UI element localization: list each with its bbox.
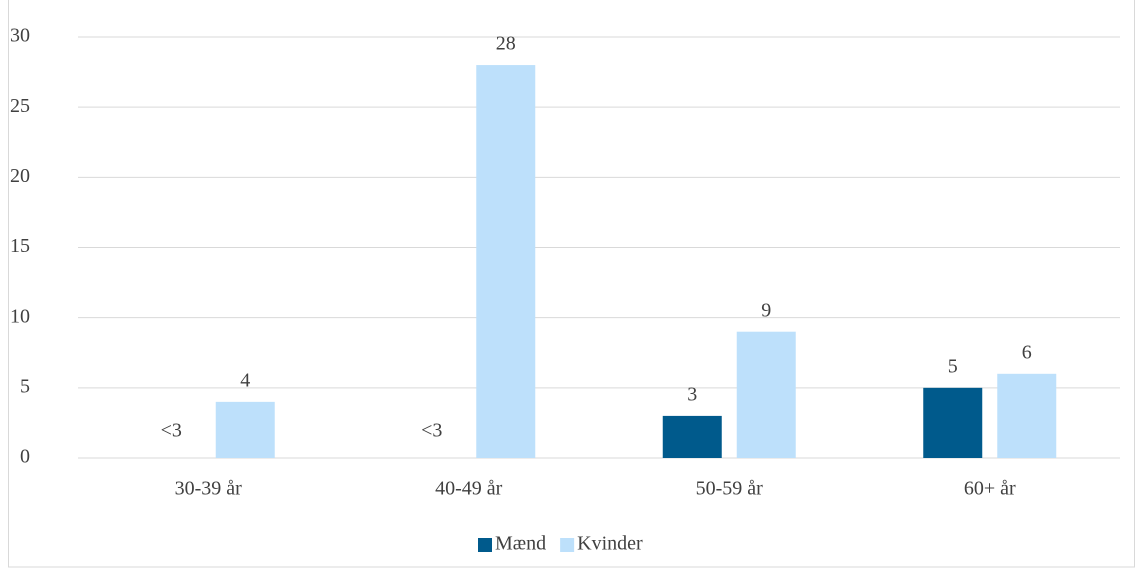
bar xyxy=(923,387,983,458)
value-label: 5 xyxy=(948,355,958,377)
legend-label: Kvinder xyxy=(577,533,643,555)
y-tick-label: 0 xyxy=(20,446,30,468)
value-label: 28 xyxy=(496,33,516,55)
value-label: <3 xyxy=(161,420,182,442)
bar xyxy=(662,415,722,458)
bar xyxy=(736,331,796,458)
value-label: <3 xyxy=(421,420,442,442)
bar xyxy=(215,401,275,458)
legend-swatch xyxy=(560,538,575,552)
y-tick-label: 30 xyxy=(10,25,30,47)
value-label: 3 xyxy=(687,383,697,405)
y-tick-label: 20 xyxy=(10,165,30,187)
y-tick-label: 25 xyxy=(10,95,30,117)
x-tick-label: 40-49 år xyxy=(435,478,503,500)
bar xyxy=(997,373,1057,458)
y-tick-label: 5 xyxy=(20,375,30,397)
x-tick-label: 30-39 år xyxy=(175,478,243,500)
chart-border xyxy=(8,0,1135,568)
legend-label: Mænd xyxy=(495,533,546,555)
bar xyxy=(476,65,536,459)
value-label: 6 xyxy=(1022,341,1032,363)
value-label: 9 xyxy=(761,299,771,321)
legend-swatch xyxy=(478,538,492,552)
x-tick-label: 50-59 år xyxy=(696,478,764,500)
y-tick-label: 15 xyxy=(10,235,30,257)
y-tick-label: 10 xyxy=(10,305,30,327)
x-tick-label: 60+ år xyxy=(964,478,1016,500)
value-label: 4 xyxy=(240,369,250,391)
